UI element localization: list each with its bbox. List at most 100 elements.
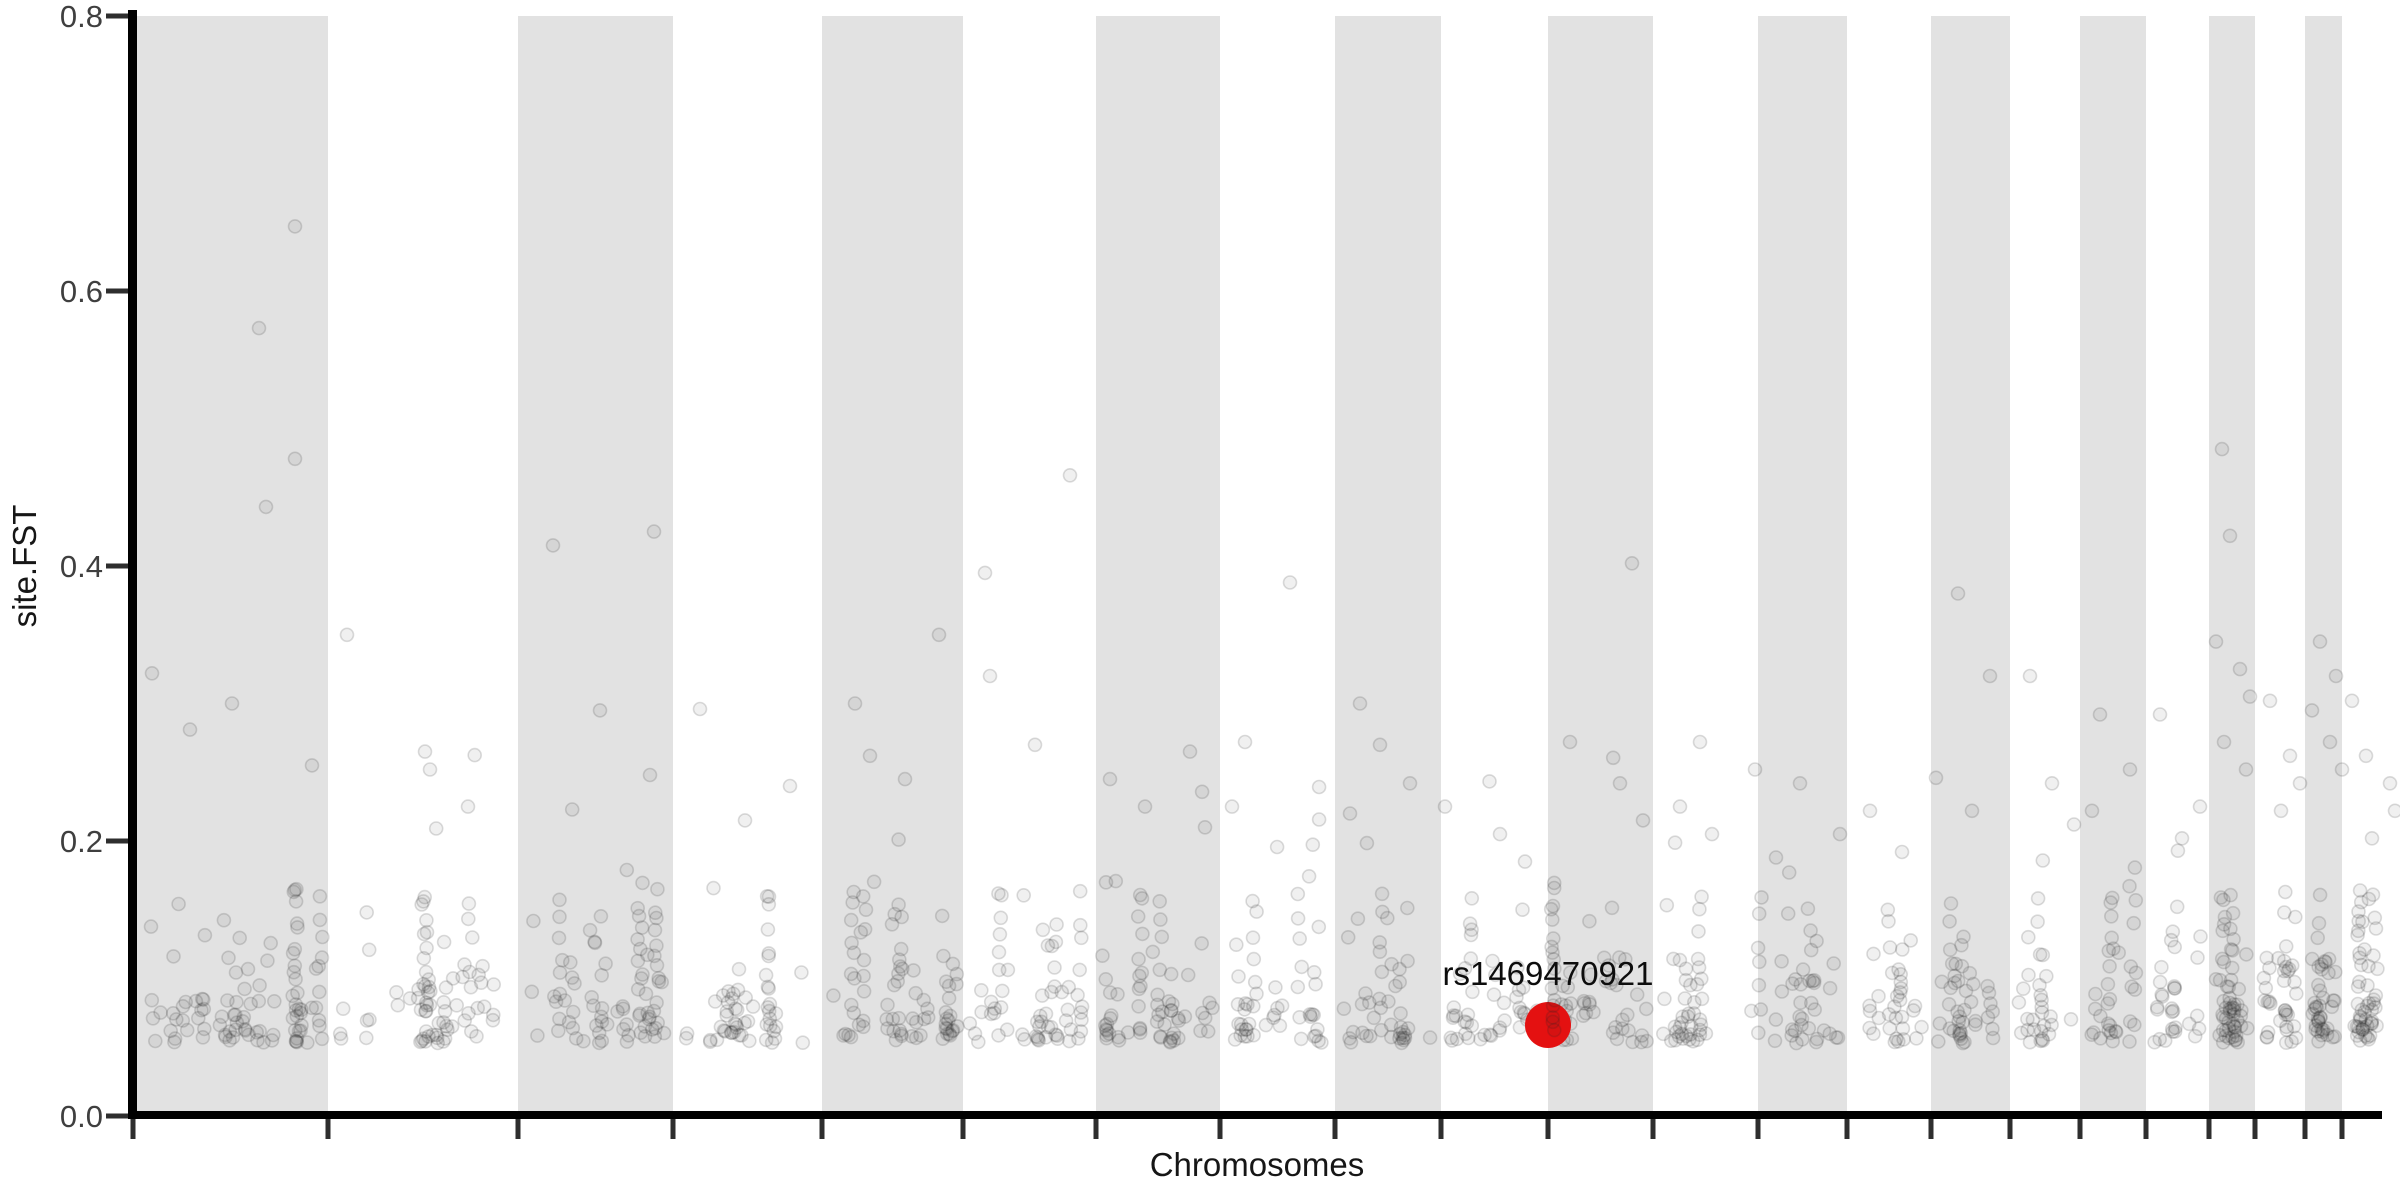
scatter-point bbox=[2238, 762, 2254, 777]
scatter-point bbox=[1601, 958, 1617, 973]
scatter-point bbox=[1544, 939, 1559, 955]
scatter-point bbox=[1488, 967, 1503, 983]
scatter-point bbox=[702, 1034, 718, 1049]
scatter-point bbox=[417, 978, 433, 994]
scatter-point bbox=[880, 997, 895, 1013]
scatter-point bbox=[1888, 1010, 1904, 1026]
scatter-point bbox=[2228, 1028, 2244, 1043]
scatter-point bbox=[730, 982, 746, 998]
scatter-point bbox=[2280, 963, 2296, 979]
scatter-point bbox=[934, 908, 950, 924]
scatter-point bbox=[2093, 1008, 2108, 1024]
scatter-point bbox=[1677, 991, 1693, 1006]
scatter-point bbox=[855, 1013, 871, 1029]
scatter-point bbox=[444, 1019, 460, 1034]
scatter-point bbox=[2212, 972, 2228, 988]
scatter-point bbox=[2086, 1025, 2101, 1040]
scatter-point bbox=[476, 999, 492, 1015]
scatter-point bbox=[1563, 996, 1579, 1011]
scatter-point bbox=[1238, 996, 1253, 1011]
scatter-point bbox=[598, 956, 613, 972]
scatter-point bbox=[229, 1015, 245, 1031]
scatter-point bbox=[634, 971, 649, 986]
scatter-point bbox=[1131, 998, 1146, 1014]
scatter-point bbox=[1683, 1027, 1698, 1042]
scatter-point bbox=[1679, 1028, 1694, 1044]
scatter-point bbox=[402, 991, 418, 1006]
scatter-point bbox=[436, 994, 452, 1010]
scatter-point bbox=[2044, 1017, 2059, 1033]
scatter-point bbox=[1130, 909, 1146, 924]
scatter-point bbox=[1229, 937, 1244, 953]
scatter-point bbox=[2259, 1030, 2275, 1045]
scatter-point bbox=[2126, 915, 2141, 931]
scatter-point bbox=[2355, 1022, 2370, 1037]
scatter-point bbox=[197, 927, 213, 943]
scatter-point bbox=[1794, 1011, 1810, 1027]
scatter-point bbox=[1180, 967, 1196, 983]
scatter-point bbox=[1692, 1027, 1708, 1042]
scatter-point bbox=[1615, 1021, 1630, 1036]
scatter-point bbox=[2122, 762, 2138, 777]
scatter-point bbox=[707, 994, 723, 1009]
scatter-point bbox=[1157, 1017, 1172, 1032]
scatter-point bbox=[2226, 1018, 2242, 1034]
scatter-point bbox=[982, 668, 998, 684]
scatter-point bbox=[290, 985, 305, 1001]
scatter-point bbox=[1373, 1000, 1389, 1016]
scatter-point bbox=[2219, 979, 2235, 994]
scatter-point bbox=[1669, 1024, 1684, 1040]
scatter-point bbox=[1388, 978, 1403, 994]
scatter-point bbox=[920, 1010, 936, 1025]
scatter-point bbox=[2259, 1029, 2275, 1045]
scatter-point bbox=[1891, 962, 1906, 977]
scatter-point bbox=[649, 957, 665, 973]
scatter-point bbox=[993, 1000, 1009, 1015]
scatter-point bbox=[1928, 770, 1944, 786]
scatter-point bbox=[1355, 1025, 1370, 1041]
chromosome-band bbox=[1758, 16, 1847, 1112]
scatter-point bbox=[1492, 1020, 1508, 1035]
scatter-point bbox=[1305, 837, 1321, 853]
scatter-point bbox=[2167, 939, 2182, 955]
scatter-point bbox=[1882, 1021, 1897, 1036]
scatter-point bbox=[561, 1014, 577, 1030]
scatter-point bbox=[1948, 956, 1964, 972]
scatter-point bbox=[2084, 803, 2100, 819]
scatter-point bbox=[631, 908, 647, 924]
scatter-point bbox=[1672, 952, 1688, 968]
scatter-point bbox=[2013, 1025, 2029, 1041]
scatter-point bbox=[2314, 961, 2330, 977]
scatter-point bbox=[2349, 1028, 2365, 1043]
scatter-point bbox=[845, 895, 861, 910]
scatter-point bbox=[462, 964, 477, 980]
scatter-point bbox=[1866, 1026, 1881, 1041]
x-axis-line bbox=[128, 1111, 2382, 1119]
scatter-point bbox=[1672, 799, 1688, 814]
scatter-point bbox=[891, 952, 907, 968]
scatter-point bbox=[2364, 1015, 2379, 1031]
scatter-point bbox=[1950, 586, 1966, 601]
scatter-point bbox=[1603, 975, 1619, 991]
scatter-point bbox=[1774, 984, 1790, 999]
scatter-point bbox=[2216, 734, 2232, 750]
scatter-point bbox=[1694, 889, 1709, 905]
scatter-point bbox=[679, 1026, 695, 1041]
scatter-point bbox=[289, 916, 305, 931]
scatter-point bbox=[1038, 1006, 1054, 1022]
scatter-point bbox=[2036, 1018, 2052, 1034]
scatter-point bbox=[725, 986, 741, 1002]
scatter-point bbox=[1952, 1028, 1967, 1043]
scatter-point bbox=[594, 1014, 610, 1029]
scatter-point bbox=[1073, 1005, 1089, 1020]
scatter-point bbox=[2369, 1018, 2384, 1033]
scatter-point bbox=[1464, 890, 1480, 906]
scatter-point bbox=[195, 1030, 211, 1045]
scatter-point bbox=[637, 1019, 653, 1034]
scatter-point bbox=[642, 1009, 657, 1025]
scatter-point bbox=[2043, 1009, 2058, 1024]
scatter-point bbox=[1882, 940, 1898, 955]
scatter-point bbox=[767, 1031, 783, 1046]
scatter-point bbox=[2308, 1018, 2324, 1033]
scatter-point bbox=[2102, 958, 2117, 974]
